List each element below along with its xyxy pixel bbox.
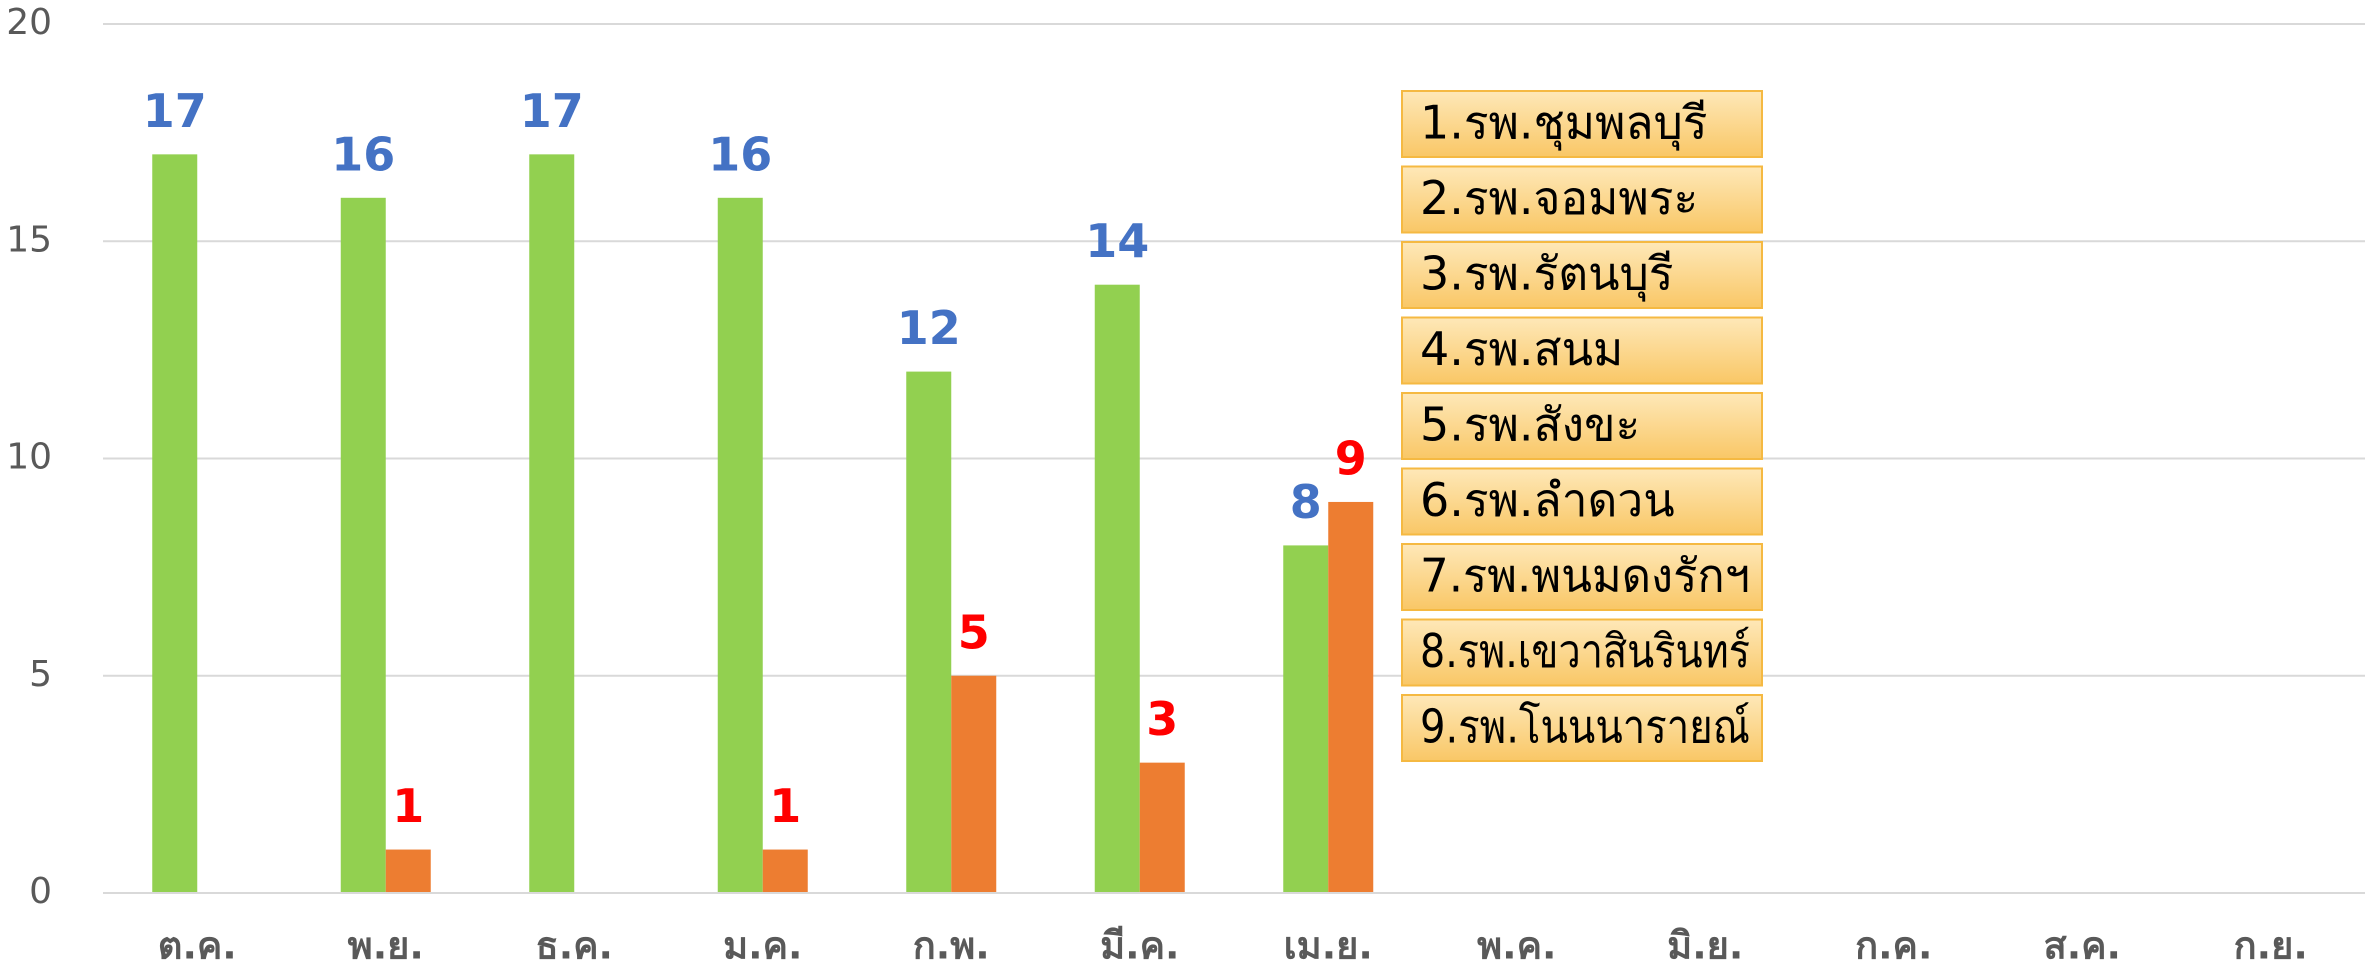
bar bbox=[1328, 501, 1374, 893]
data-label: 3 bbox=[1146, 692, 1178, 746]
x-tick-label: พ.ย. bbox=[348, 924, 424, 960]
annotation: 9.รพ.โนนนารายณ์ bbox=[1420, 700, 1750, 754]
x-tick-label: ม.ค. bbox=[723, 924, 802, 960]
bar bbox=[385, 849, 431, 893]
annotation-box bbox=[1401, 694, 1763, 762]
y-tick-label: 15 bbox=[6, 219, 52, 260]
x-tick-label: ก.ย. bbox=[2234, 924, 2308, 960]
annotation-box bbox=[1401, 467, 1763, 536]
annotation-box bbox=[1401, 543, 1763, 611]
y-tick-label: 10 bbox=[6, 437, 52, 478]
annotation-box bbox=[1401, 618, 1763, 687]
y-tick-label: 5 bbox=[29, 654, 52, 695]
bar bbox=[906, 371, 952, 894]
annotation: 7.รพ.พนมดงรักฯ bbox=[1420, 549, 1750, 603]
annotation-box bbox=[1401, 241, 1763, 309]
data-label: 1 bbox=[392, 779, 424, 833]
bar bbox=[1283, 545, 1329, 893]
data-label: 17 bbox=[520, 84, 584, 138]
bar bbox=[152, 154, 198, 894]
annotation-box bbox=[1401, 165, 1763, 234]
x-tick-label: ต.ค. bbox=[158, 924, 237, 960]
y-tick-label: 0 bbox=[29, 871, 52, 912]
x-tick-label: พ.ค. bbox=[1477, 924, 1556, 960]
data-label: 17 bbox=[143, 84, 207, 138]
annotation: 1.รพ.ชุมพลบุรี bbox=[1420, 96, 1708, 152]
data-label: 8 bbox=[1290, 475, 1322, 529]
data-label: 1 bbox=[769, 779, 801, 833]
bar bbox=[1139, 762, 1185, 893]
annotation-box bbox=[1401, 316, 1763, 385]
x-tick-label: มิ.ย. bbox=[1667, 924, 1743, 960]
data-label: 12 bbox=[897, 301, 961, 355]
data-label: 14 bbox=[1085, 214, 1149, 268]
x-tick-label: เม.ย. bbox=[1284, 924, 1373, 960]
data-label: 9 bbox=[1335, 431, 1367, 485]
x-tick-label: ก.ค. bbox=[1855, 924, 1932, 960]
bar bbox=[762, 849, 808, 893]
bar bbox=[529, 154, 575, 894]
annotation: 8.รพ.เขวาสินรินทร์ bbox=[1420, 624, 1750, 678]
annotation: 2.รพ.จอมพระ bbox=[1420, 171, 1698, 225]
data-label: 16 bbox=[708, 127, 772, 181]
x-tick-label: ก.พ. bbox=[913, 924, 990, 960]
bar bbox=[717, 197, 763, 894]
annotation-box bbox=[1401, 392, 1763, 460]
bar bbox=[1094, 284, 1140, 893]
x-tick-label: ธ.ค. bbox=[536, 924, 613, 960]
data-label: 16 bbox=[331, 127, 395, 181]
bar bbox=[951, 675, 997, 893]
bar bbox=[340, 197, 386, 894]
data-label: 5 bbox=[958, 605, 990, 659]
annotation: 6.รพ.ลำดวน bbox=[1420, 473, 1675, 527]
y-tick-label: 20 bbox=[6, 2, 52, 43]
annotation: 3.รพ.รัตนบุรี bbox=[1420, 247, 1673, 303]
x-tick-label: ส.ค. bbox=[2044, 924, 2121, 960]
x-tick-label: มี.ค. bbox=[1100, 924, 1179, 960]
annotation-box bbox=[1401, 90, 1763, 158]
annotation: 5.รพ.สังขะ bbox=[1420, 398, 1640, 452]
annotation: 4.รพ.สนม bbox=[1420, 322, 1623, 376]
